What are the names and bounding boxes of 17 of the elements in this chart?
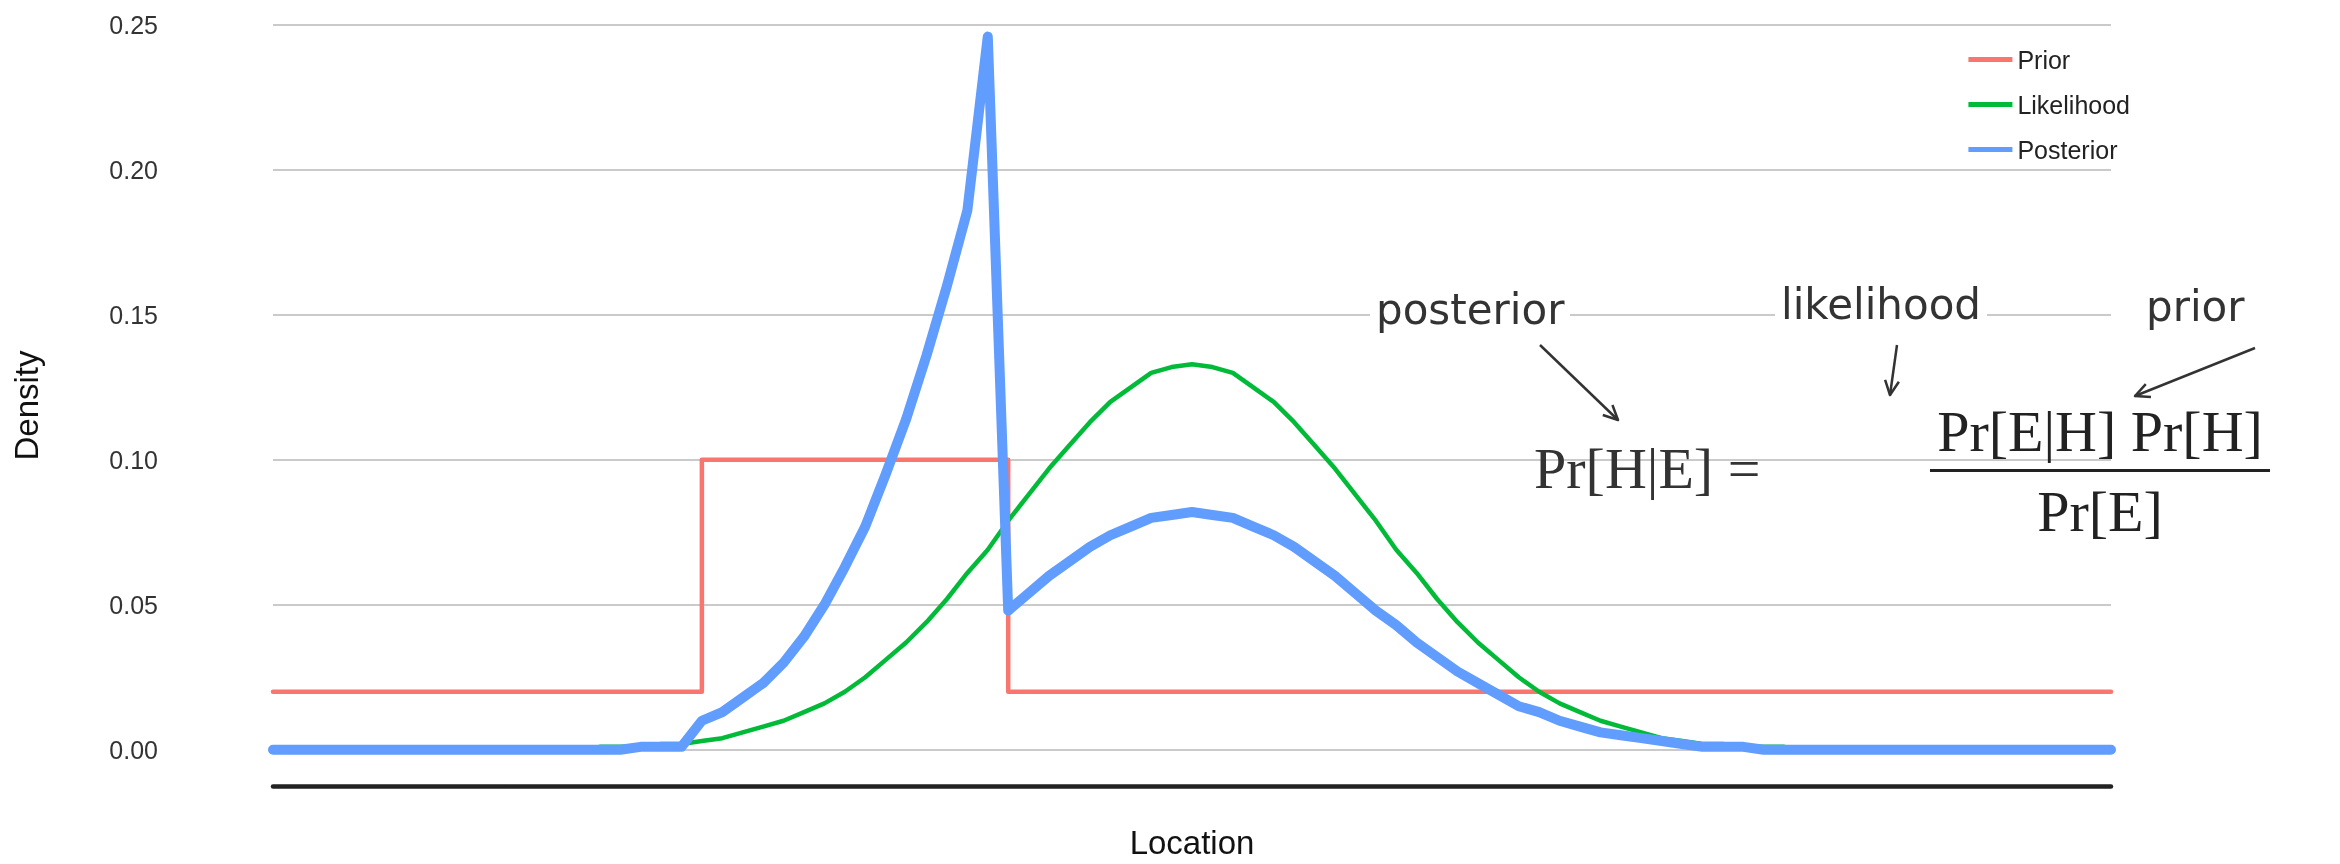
annotation: Pr[E|H] Pr[H] — [1936, 398, 2264, 465]
y-tick-label: 0.05 — [109, 590, 158, 619]
legend-label: Likelihood — [2017, 90, 2131, 119]
legend-label: Posterior — [2017, 135, 2118, 164]
y-tick-label: 0.10 — [109, 445, 158, 474]
text: prior — [2140, 282, 2251, 331]
x-axis-title: Location — [1129, 824, 1255, 861]
legend-label: Prior — [2017, 45, 2071, 74]
annotation: Pr[H|E] = — [1533, 435, 1762, 502]
y-tick-label: 0.25 — [109, 11, 158, 39]
annotation: Pr[E] — [2036, 478, 2164, 545]
y-tick-label: 0.15 — [109, 300, 158, 329]
annotation: likelihood — [1775, 280, 1988, 329]
y-tick-label: 0.00 — [109, 735, 158, 764]
y-tick-label: 0.20 — [109, 155, 158, 184]
y-axis-title: Density — [8, 349, 45, 461]
annotation: posterior — [1370, 285, 1571, 334]
